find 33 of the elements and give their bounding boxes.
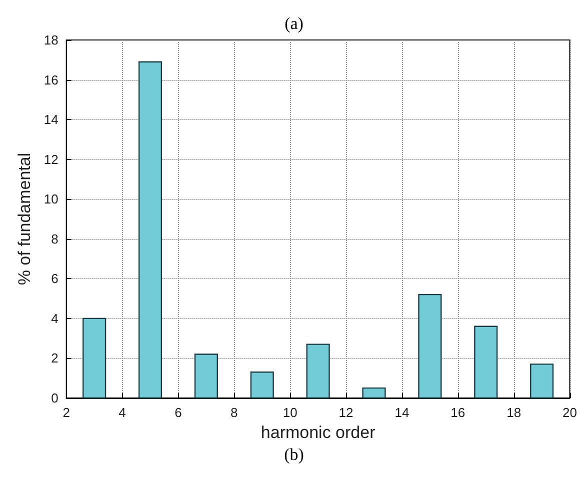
y-tick-label: 4 — [51, 310, 58, 326]
bar — [306, 344, 330, 399]
text: (b) — [284, 445, 304, 464]
x-tick-label: 8 — [230, 405, 238, 420]
x-axis-title: harmonic order — [260, 422, 376, 442]
bar — [82, 318, 106, 399]
x-tick-label: 16 — [450, 405, 466, 420]
y-tick-label: 6 — [51, 271, 58, 286]
chart-title: (a) — [284, 14, 304, 33]
x-tick-label: 18 — [506, 405, 522, 420]
y-tick-label: 18 — [44, 32, 58, 48]
y-tick-label: 2 — [51, 350, 58, 366]
bar — [418, 294, 442, 399]
y-tick-label: 16 — [44, 72, 58, 88]
bar — [362, 387, 386, 399]
bar — [250, 372, 274, 399]
x-tick-label: 10 — [282, 405, 298, 420]
y-tick-label: 14 — [44, 112, 58, 128]
y-tick-label: 10 — [44, 192, 58, 207]
x-tick-label: 2 — [62, 405, 70, 420]
y-axis-title: % of fundamental — [15, 152, 34, 286]
bar — [138, 61, 162, 399]
y-tick-label: 0 — [51, 390, 58, 406]
bar — [530, 364, 554, 399]
x-tick-label: 12 — [338, 405, 354, 420]
x-tick-label: 14 — [394, 405, 410, 420]
x-tick-label: 6 — [174, 405, 182, 420]
bar — [194, 354, 218, 399]
y-tick-label: 8 — [51, 231, 58, 246]
y-tick-label: 12 — [44, 152, 58, 167]
x-tick-label: 20 — [562, 405, 578, 420]
bar — [474, 326, 498, 399]
x-tick-label: 4 — [118, 405, 126, 420]
